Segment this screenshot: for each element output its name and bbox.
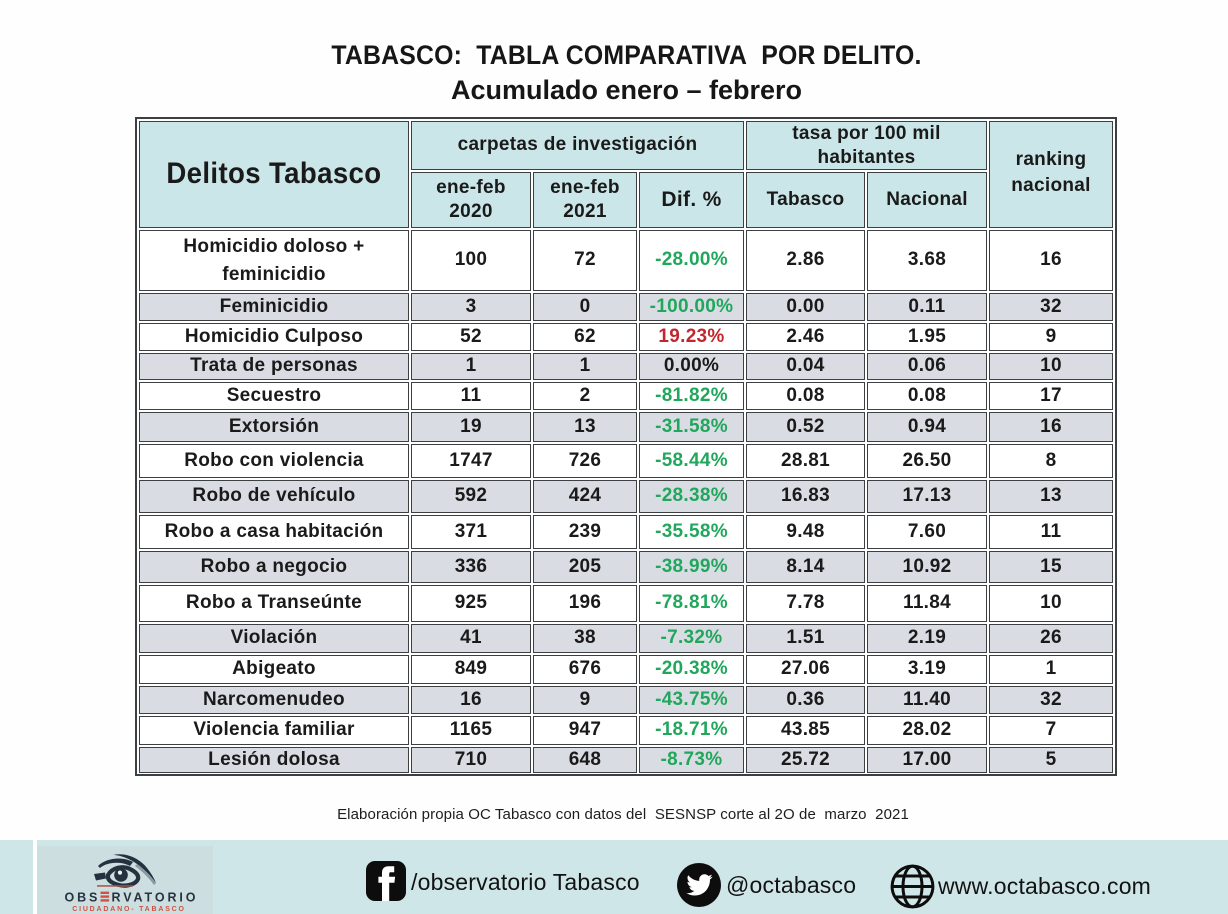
svg-text:OBS: OBS (65, 891, 101, 905)
svg-text:CIUDADANO- TABASCO: CIUDADANO- TABASCO (72, 906, 186, 913)
svg-text:RVATORIO: RVATORIO (112, 891, 199, 905)
